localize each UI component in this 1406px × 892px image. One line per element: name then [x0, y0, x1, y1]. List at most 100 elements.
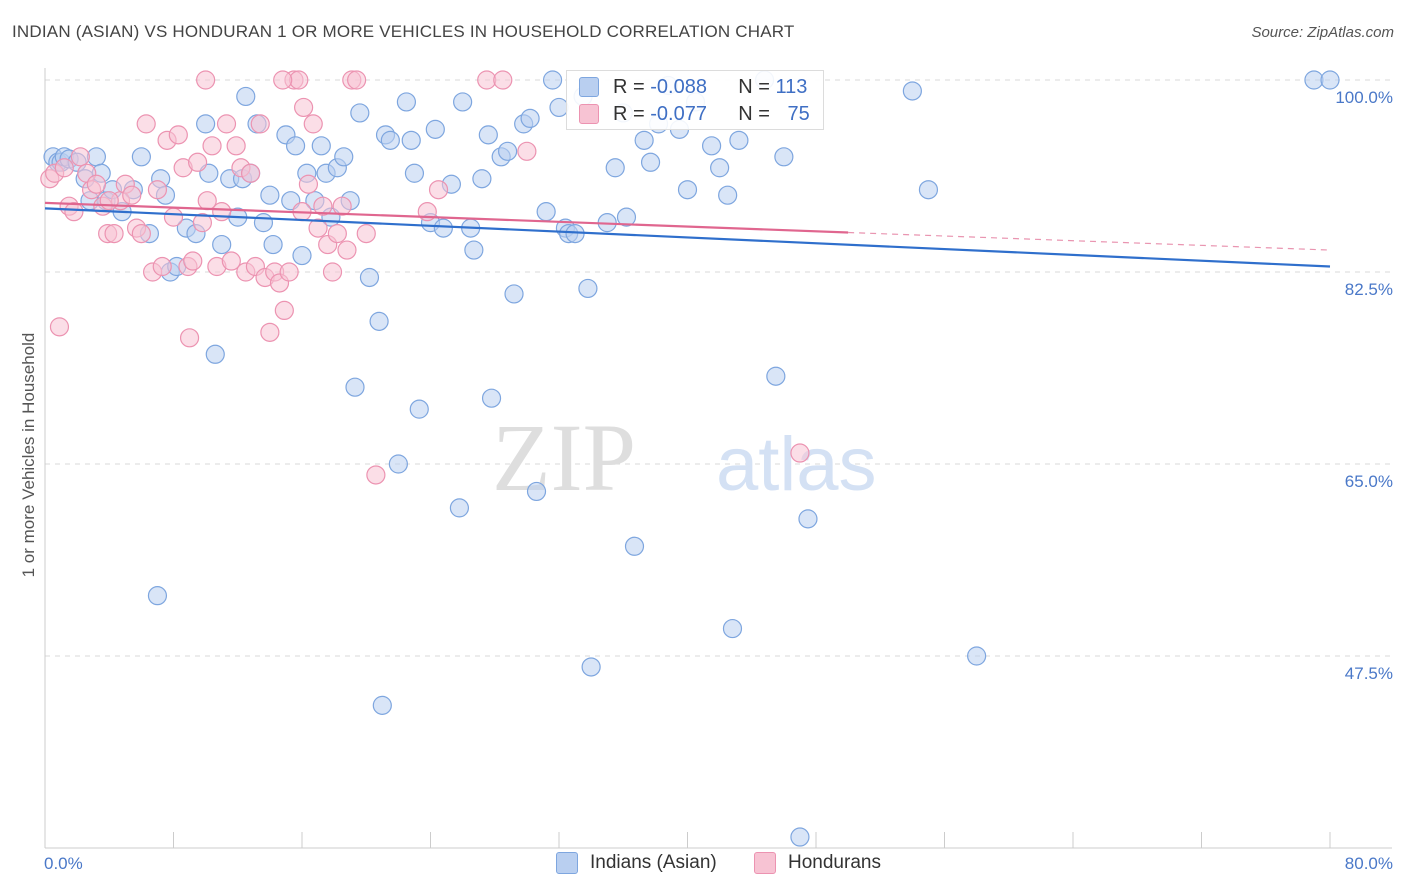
hondurans-point [187, 152, 208, 172]
hondurans-point [260, 322, 280, 342]
indians-point [520, 108, 540, 129]
hondurans-point [122, 185, 142, 205]
legend-item-indians[interactable]: Indians (Asian) [556, 852, 717, 874]
indians-point [677, 180, 698, 200]
hondurans-point [70, 147, 90, 167]
indians-point [498, 141, 518, 161]
indians-point [369, 311, 389, 331]
x-tick-labels: 0.0% 80.0% [44, 854, 1393, 873]
hondurans-point [86, 174, 107, 194]
indians-point [1320, 70, 1340, 90]
hondurans-point [99, 191, 119, 211]
indians-point [449, 498, 470, 518]
indians-point [345, 377, 365, 397]
y-tick-label: 82.5% [1345, 280, 1393, 299]
hondurans-point [428, 180, 449, 200]
indians-point [388, 454, 408, 474]
series-hondurans-points [40, 70, 810, 485]
legend-label-hondurans: Hondurans [788, 852, 881, 873]
stats-legend: R = -0.088 N = 113 R = -0.077 N = 75 [566, 70, 824, 130]
hondurans-point [289, 70, 309, 90]
hondurans-point [192, 213, 213, 233]
hondurans-point [337, 240, 357, 260]
legend-r-label: R = [613, 75, 645, 98]
hondurans-point [202, 136, 222, 156]
hondurans-point [493, 70, 513, 90]
indians-point [578, 278, 598, 299]
indians-point [718, 185, 738, 205]
legend-r-value-hondurans: -0.077 [650, 102, 707, 125]
legend-n-value-hondurans: 75 [787, 102, 810, 125]
indians-point [196, 114, 216, 134]
indians-point [205, 344, 225, 364]
legend-n-label: N = [738, 75, 770, 98]
indians-point [1304, 70, 1324, 90]
watermark-zip: ZIP [492, 404, 636, 511]
series-indians-points [43, 70, 1340, 847]
series-legend: Indians (Asian) Hondurans [0, 850, 1406, 878]
indians-point [334, 147, 354, 167]
y-tick-label: 100.0% [1335, 88, 1393, 107]
hondurans-point [241, 163, 261, 183]
legend-item-hondurans[interactable]: Hondurans [754, 852, 881, 874]
indians-point [401, 130, 421, 150]
indians-point [918, 180, 939, 200]
hondurans-point [356, 224, 376, 244]
indians-point [253, 213, 274, 233]
indians-point [433, 218, 453, 238]
hondurans-point [332, 196, 352, 216]
indians-point [453, 92, 473, 112]
hondurans-point [226, 136, 246, 156]
hondurans-point [294, 97, 314, 118]
axes [44, 68, 1392, 849]
source-label: Source: ZipAtlas.com [1251, 24, 1394, 41]
legend-swatch-hondurans [579, 104, 599, 124]
legend-label-indians: Indians (Asian) [590, 852, 717, 873]
y-axis-label: 1 or more Vehicles in Household [19, 333, 38, 578]
hondurans-point [250, 114, 270, 134]
hondurans-point [49, 317, 70, 337]
indians-point [581, 657, 601, 677]
hondurans-point [298, 174, 319, 194]
x-tick-label: 80.0% [1345, 854, 1393, 873]
indians-point [542, 70, 563, 90]
hondurans-point [163, 207, 184, 227]
hondurans-point [303, 114, 323, 134]
indians-point [425, 119, 445, 139]
legend-n-label: N = [738, 102, 770, 125]
legend-r-value-indians: -0.088 [650, 75, 707, 98]
hondurans-point [136, 114, 156, 134]
indians-point [131, 147, 151, 167]
indians-point [372, 695, 392, 715]
hondurans-point [322, 262, 343, 282]
indians-point [147, 586, 168, 606]
indians-point [404, 163, 425, 183]
legend-row-indians: R = -0.088 N = 113 [579, 75, 807, 99]
indians-point [616, 207, 637, 227]
y-tick-labels: 100.0% 82.5% 65.0% 47.5% [1335, 88, 1393, 683]
indians-point [790, 827, 810, 847]
hondurans-point [147, 180, 168, 200]
hondurans-point [196, 70, 216, 90]
x-tick-label: 0.0% [44, 854, 83, 873]
hondurans-point [179, 328, 200, 348]
hondurans-trend-extension [848, 231, 1331, 251]
legend-n-value-indians: 113 [775, 75, 808, 98]
legend-r-label: R = [613, 102, 645, 125]
indians-point [481, 388, 502, 408]
indians-point [729, 130, 749, 150]
indians-point [396, 92, 417, 112]
indians-point [86, 147, 107, 167]
watermark-atlas: atlas [716, 422, 877, 507]
hondurans-point [279, 262, 299, 282]
hondurans-point [183, 251, 203, 271]
indians-point [722, 618, 743, 639]
indians-point [766, 366, 786, 386]
hondurans-point [313, 196, 333, 216]
hondurans-point [273, 70, 293, 90]
hondurans-point [347, 70, 367, 90]
legend-swatch-indians [579, 77, 599, 97]
hondurans-point [221, 251, 241, 271]
indians-point [464, 240, 484, 260]
